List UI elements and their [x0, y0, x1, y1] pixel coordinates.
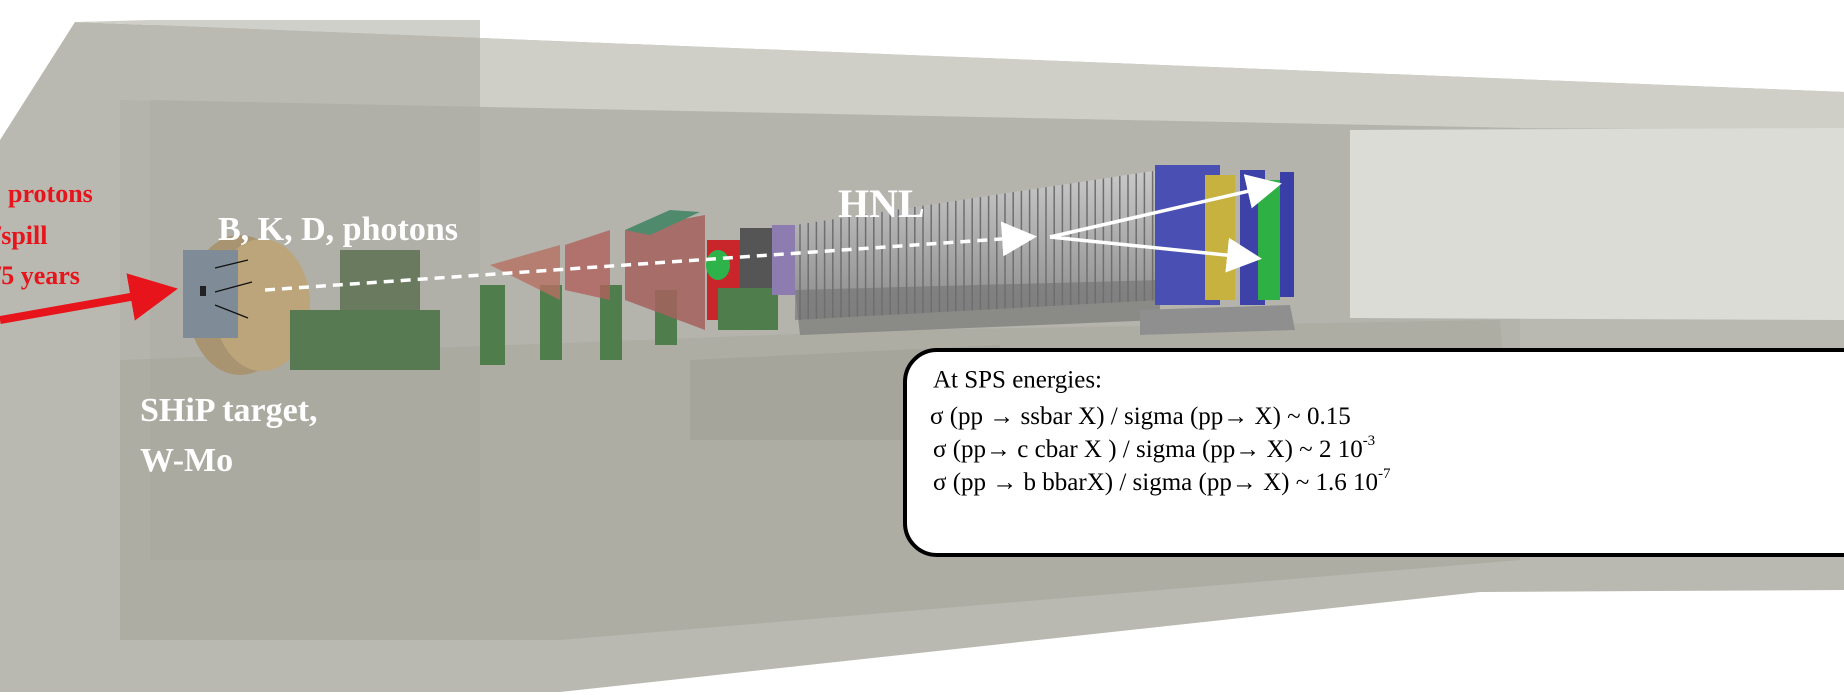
- target-label: W-Mo: [140, 442, 233, 479]
- info-title: At SPS energies:: [933, 367, 1102, 394]
- hnl-label: HNL: [838, 181, 925, 226]
- info-line: σ (pp → b bbarX) / sigma (pp→ X) ~ 1.6 1…: [933, 466, 1391, 495]
- page: protons /spill /5 years B, K, D, photons…: [0, 0, 1844, 695]
- target-label: SHiP target,: [140, 392, 318, 429]
- info-line: σ (pp→ c cbar X ) / sigma (pp→ X) ~ 2 10…: [933, 433, 1375, 462]
- particles-label: B, K, D, photons: [218, 211, 458, 248]
- ship-diagram: protons /spill /5 years B, K, D, photons…: [0, 0, 1844, 695]
- beam-label: /spill: [0, 221, 47, 250]
- beam-label: protons: [8, 179, 93, 208]
- info-line: σ (pp → ssbar X) / sigma (pp→ X) ~ 0.15: [930, 403, 1351, 430]
- beam-label: /5 years: [0, 261, 80, 290]
